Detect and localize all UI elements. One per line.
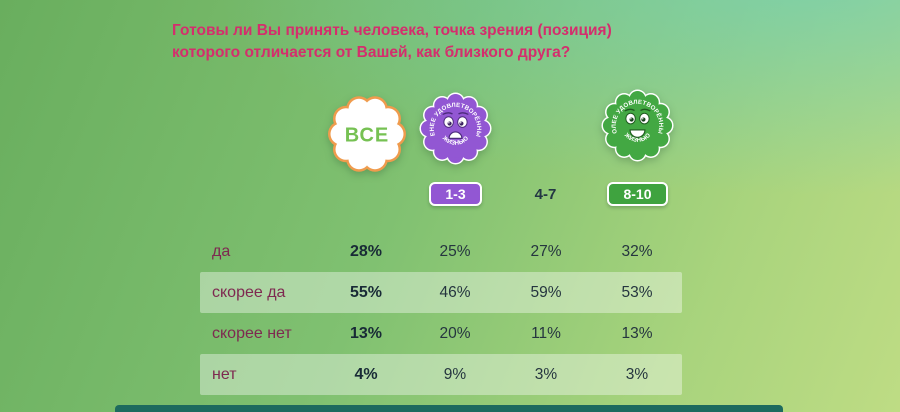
value-cell: 11% [531, 324, 561, 342]
value-cell: 53% [621, 283, 653, 301]
value-cell: 9% [443, 365, 467, 383]
scalloped-seal-icon [419, 92, 492, 165]
flower-seal-icon [328, 96, 406, 172]
row-label: скорее нет [212, 324, 292, 342]
value-cell: 4% [354, 365, 378, 383]
badge-less-arc-bottom: ЖИЗНЬЮ [440, 134, 470, 147]
row-label: да [212, 242, 231, 260]
results-table: да 28% 25% 27% 32% скорее да 55% 46% 59%… [200, 231, 682, 395]
badge-less-satisfied: МЕНЕЕ УДОВЛЕТВОРЁННЫЕ ЖИЗНЬЮ [418, 91, 492, 165]
value-cell: 13% [349, 324, 383, 342]
range-label-1-3: 1-3 [429, 182, 482, 206]
value-cell: 27% [530, 242, 562, 260]
value-cell: 3% [534, 365, 558, 383]
range-label-4-7: 4-7 [534, 186, 557, 203]
badge-more-satisfied: БОЛЕЕ УДОВЛЕТВОРЁННЫЕ ЖИЗНЬЮ [600, 88, 674, 162]
row-label: скорее да [212, 283, 286, 301]
badge-all: ВСЕ [328, 96, 406, 172]
row-label: нет [212, 365, 237, 383]
table-row-yes: да 28% 25% 27% 32% [200, 231, 682, 272]
badge-all-label: ВСЕ [345, 125, 389, 147]
question-title: Готовы ли Вы принять человека, точка зре… [172, 22, 612, 61]
value-cell: 59% [530, 283, 562, 301]
value-cell: 20% [439, 324, 471, 342]
range-label-8-10: 8-10 [607, 182, 668, 206]
value-cell: 13% [621, 324, 653, 342]
table-row-rather-yes: скорее да 55% 46% 59% 53% [200, 272, 682, 313]
footer-bar [115, 405, 783, 412]
table-row-no: нет 4% 9% 3% 3% [200, 354, 682, 395]
happy-face-icon [624, 108, 651, 138]
table-row-rather-no: скорее нет 13% 20% 11% 13% [200, 313, 682, 354]
value-cell: 3% [625, 365, 649, 383]
value-cell: 55% [349, 283, 383, 301]
value-cell: 28% [349, 242, 383, 260]
value-cell: 25% [439, 242, 471, 260]
value-cell: 46% [439, 283, 471, 301]
svg-text:ЖИЗНЬЮ: ЖИЗНЬЮ [440, 134, 470, 147]
sad-face-icon [442, 112, 469, 139]
scalloped-seal-icon [601, 89, 674, 162]
value-cell: 32% [621, 242, 653, 260]
